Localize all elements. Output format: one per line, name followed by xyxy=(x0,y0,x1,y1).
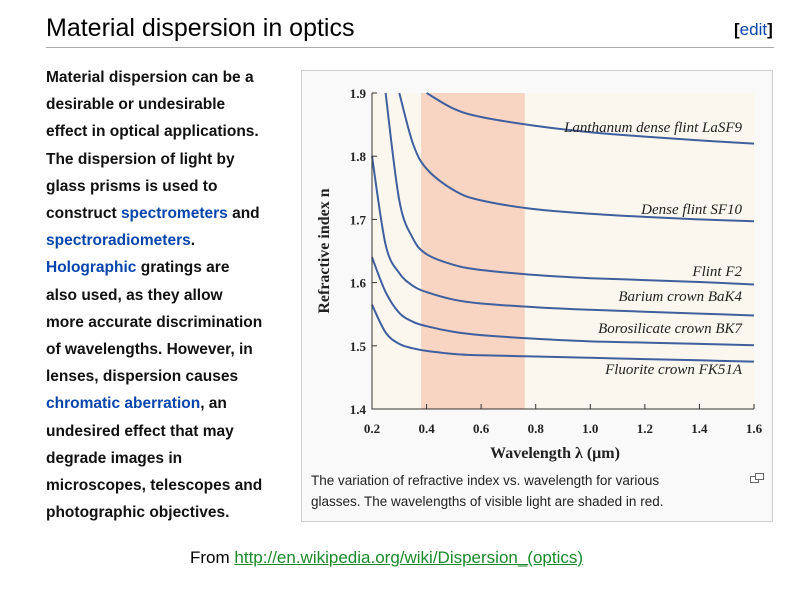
paragraph-line: desirable or undesirable xyxy=(46,96,226,114)
series-line xyxy=(371,304,755,363)
holographic-link[interactable]: Holographic xyxy=(46,259,137,277)
y-axis-label: Refractive index n xyxy=(316,188,333,313)
paragraph-line: spectroradiometers. xyxy=(46,227,286,254)
paragraph-line: microscopes, telescopes and xyxy=(46,477,263,495)
y-tick-label: 1.8 xyxy=(350,149,367,164)
paragraph-line: lenses, dispersion causes xyxy=(46,368,239,386)
series-line xyxy=(426,92,755,145)
paragraph-line: undesired effect that may xyxy=(46,422,234,440)
article-paragraph: Material dispersion can be a desirable o… xyxy=(46,64,286,526)
series-line xyxy=(384,92,755,286)
x-axis-label: Wavelength λ (μm) xyxy=(490,445,620,462)
series-label: Flint F2 xyxy=(691,264,742,280)
series-label: Barium crown BaK4 xyxy=(618,289,742,305)
paragraph-line: construct spectrometers and xyxy=(46,200,286,227)
paragraph-line: also used, as they allow xyxy=(46,286,223,304)
paragraph-text: construct xyxy=(46,205,121,223)
paragraph-line: glass prisms is used to xyxy=(46,177,218,195)
series-label: Lanthanum dense flint LaSF9 xyxy=(563,120,742,136)
x-tick-label: 0.2 xyxy=(364,421,380,436)
heading-divider xyxy=(46,47,774,48)
series-line xyxy=(371,256,755,347)
figure-caption: The variation of refractive index vs. wa… xyxy=(311,470,731,512)
paragraph-line: effect in optical applications. xyxy=(46,123,259,141)
source-prefix: From xyxy=(190,548,235,567)
paragraph-line: Holographic gratings are xyxy=(46,254,286,281)
y-tick-label: 1.9 xyxy=(350,86,367,101)
paragraph-line: degrade images in xyxy=(46,449,183,467)
paragraph-line: chromatic aberration, an xyxy=(46,390,286,417)
edit-bracket-close: ] xyxy=(767,20,773,39)
x-tick-label: 0.4 xyxy=(418,421,435,436)
source-attribution: From http://en.wikipedia.org/wiki/Disper… xyxy=(190,548,583,568)
series-label: Dense flint SF10 xyxy=(640,202,742,218)
y-tick-label: 1.5 xyxy=(350,339,367,354)
spectroradiometers-link[interactable]: spectroradiometers xyxy=(46,232,191,250)
paragraph-line: more accurate discrimination xyxy=(46,313,263,331)
source-url-link[interactable]: http://en.wikipedia.org/wiki/Dispersion_… xyxy=(234,548,584,567)
y-tick-label: 1.4 xyxy=(350,402,367,417)
series-label: Borosilicate crown BK7 xyxy=(598,321,743,337)
x-tick-label: 1.2 xyxy=(637,421,653,436)
series-line xyxy=(398,92,755,223)
edit-section-link[interactable]: edit xyxy=(739,20,768,39)
paragraph-line: photographic objectives. xyxy=(46,504,230,522)
x-tick-label: 1.4 xyxy=(691,421,708,436)
x-tick-label: 0.8 xyxy=(528,421,545,436)
spectrometers-link[interactable]: spectrometers xyxy=(120,205,228,223)
edit-section-link-wrap: [edit] xyxy=(734,20,773,40)
paragraph-text: , an xyxy=(200,395,227,413)
x-tick-label: 0.6 xyxy=(473,421,490,436)
y-tick-label: 1.6 xyxy=(350,276,367,291)
paragraph-line: The dispersion of light by xyxy=(46,150,235,168)
series-line xyxy=(371,156,755,317)
series-label: Fluorite crown FK51A xyxy=(604,362,743,378)
edit-bracket-open: [ xyxy=(734,20,740,39)
caption-line: glasses. The wavelengths of visible ligh… xyxy=(311,494,664,509)
paragraph-text: and xyxy=(227,205,260,223)
x-tick-label: 1.0 xyxy=(582,421,598,436)
paragraph-line: of wavelengths. However, in xyxy=(46,341,253,359)
visible-light-band xyxy=(421,93,525,409)
paragraph-text: . xyxy=(190,232,196,250)
y-tick-label: 1.7 xyxy=(350,212,367,227)
caption-line: The variation of refractive index vs. wa… xyxy=(311,473,660,488)
section-heading: Material dispersion in optics xyxy=(46,14,355,42)
x-tick-label: 1.6 xyxy=(746,421,763,436)
paragraph-line: Material dispersion can be a xyxy=(46,69,254,86)
magnify-clip-icon[interactable] xyxy=(750,473,764,483)
paragraph-text: gratings are xyxy=(136,259,230,277)
chromatic-aberration-link[interactable]: chromatic aberration xyxy=(46,395,201,413)
